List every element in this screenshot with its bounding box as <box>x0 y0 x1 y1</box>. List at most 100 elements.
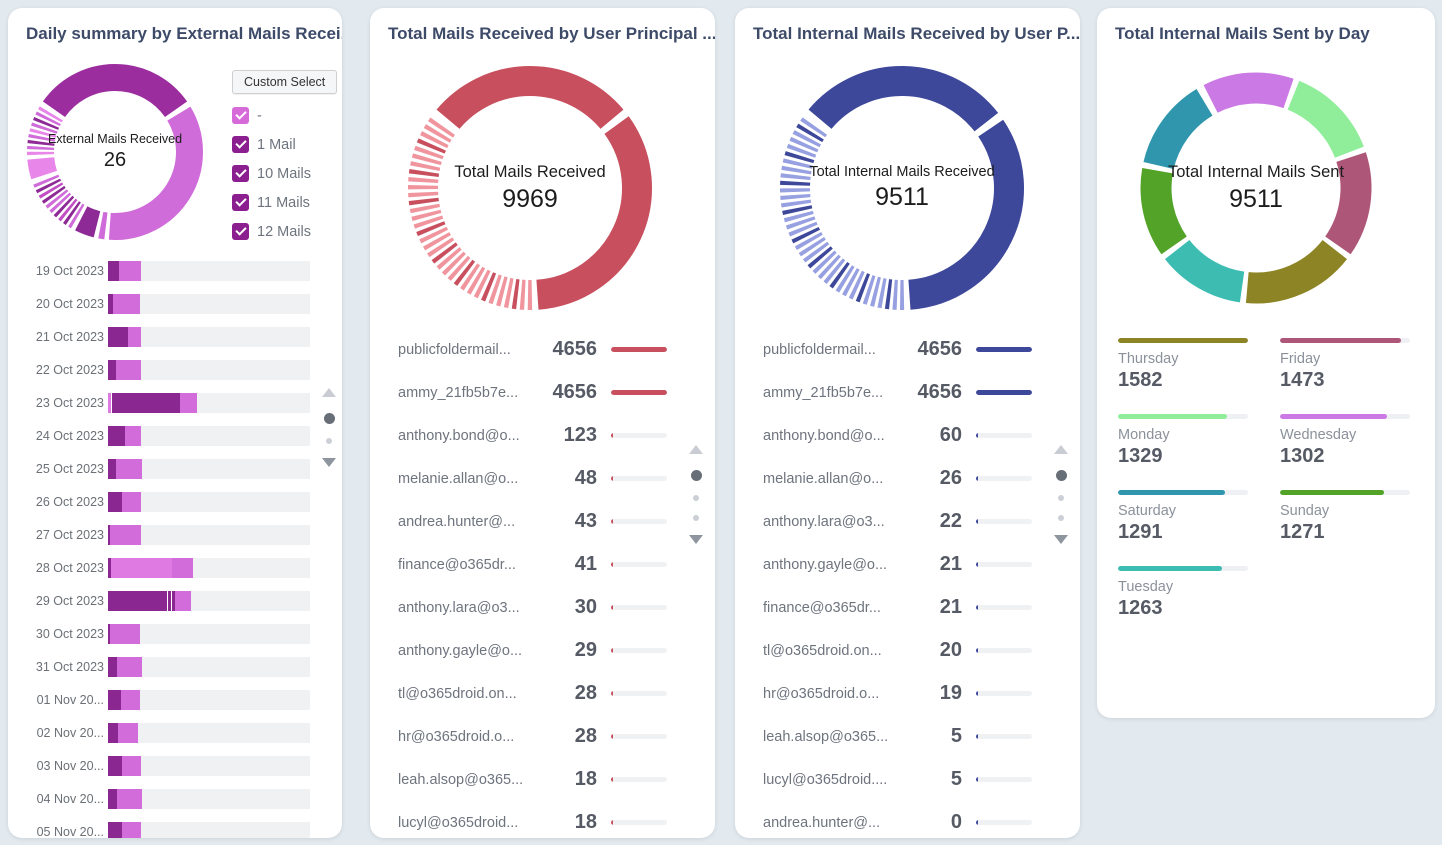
donut-segment[interactable] <box>419 226 449 244</box>
donut-segment[interactable] <box>802 241 830 263</box>
bar-segment[interactable] <box>108 360 117 380</box>
bar-segment[interactable] <box>167 591 171 611</box>
donut-segment[interactable] <box>823 258 846 284</box>
bar-segment[interactable] <box>108 558 112 578</box>
donut-segment[interactable] <box>789 136 819 153</box>
daily-bar-row[interactable]: 27 Oct 2023 <box>18 525 310 545</box>
donut-segment[interactable] <box>782 205 813 215</box>
checkbox-checked-icon[interactable] <box>232 136 249 153</box>
donut-segment[interactable] <box>31 122 58 134</box>
donut-segment[interactable] <box>812 250 837 274</box>
daily-bar-row[interactable]: 03 Nov 20... <box>18 756 310 776</box>
donut-segment[interactable] <box>788 221 818 237</box>
custom-select-option[interactable]: 12 Mails <box>232 223 332 240</box>
daily-bar-row[interactable]: 24 Oct 2023 <box>18 426 310 446</box>
donut-segment[interactable] <box>1164 239 1245 303</box>
bar-segment[interactable] <box>174 591 191 611</box>
donut-segment[interactable] <box>908 119 1024 310</box>
donut-segment[interactable] <box>503 277 514 309</box>
checkbox-checked-icon[interactable] <box>232 165 249 182</box>
donut-segment[interactable] <box>41 185 66 204</box>
bar-segment[interactable] <box>111 558 172 578</box>
donut-segment[interactable] <box>441 251 466 276</box>
donut-segment[interactable] <box>408 169 440 178</box>
bar-segment[interactable] <box>170 591 172 611</box>
total-mails-donut-chart[interactable]: Total Mails Received 9969 <box>405 63 655 313</box>
bar-segment[interactable] <box>117 789 143 809</box>
donut-segment[interactable] <box>410 161 441 172</box>
daily-bar-row[interactable]: 25 Oct 2023 <box>18 459 310 479</box>
scroll-page-indicator[interactable] <box>326 438 332 444</box>
donut-segment[interactable] <box>53 195 75 218</box>
donut-segment[interactable] <box>413 215 444 229</box>
legend-item[interactable]: Saturday 1291 <box>1118 490 1266 544</box>
donut-segment[interactable] <box>781 165 812 175</box>
donut-segment[interactable] <box>411 209 442 221</box>
bar-segment[interactable] <box>117 657 143 677</box>
scroll-down-button[interactable] <box>1054 535 1068 544</box>
donut-segment[interactable] <box>800 117 828 138</box>
scroll-up-button[interactable] <box>689 445 703 454</box>
donut-segment[interactable] <box>58 198 78 222</box>
donut-segment[interactable] <box>411 153 442 166</box>
donut-segment[interactable] <box>68 203 85 229</box>
donut-segment[interactable] <box>798 236 826 257</box>
user-row[interactable]: tl@o365droid.on... 28 <box>370 672 715 715</box>
daily-bar-row[interactable]: 20 Oct 2023 <box>18 294 310 314</box>
daily-bar-row[interactable]: 26 Oct 2023 <box>18 492 310 512</box>
donut-segment[interactable] <box>829 261 850 289</box>
bar-segment[interactable] <box>108 822 123 838</box>
donut-segment[interactable] <box>63 201 81 225</box>
scroll-page-indicator-current[interactable] <box>1055 470 1067 481</box>
donut-segment[interactable] <box>33 174 60 188</box>
daily-bar-row[interactable]: 02 Nov 20... <box>18 723 310 743</box>
bar-segment[interactable] <box>180 393 197 413</box>
user-row[interactable]: lucyl@o365droid... 18 <box>370 801 715 838</box>
bar-segment[interactable] <box>171 591 175 611</box>
user-row[interactable]: anthony.bond@o... 123 <box>370 414 715 457</box>
legend-item[interactable]: Friday 1473 <box>1280 338 1428 392</box>
donut-segment[interactable] <box>835 265 855 293</box>
user-row[interactable]: anthony.gayle@o... 21 <box>735 543 1080 586</box>
donut-segment[interactable] <box>796 123 824 143</box>
donut-segment[interactable] <box>870 276 881 307</box>
donut-segment[interactable] <box>1143 88 1213 170</box>
scroll-page-indicator[interactable] <box>693 515 699 521</box>
user-row[interactable]: tl@o365droid.on... 20 <box>735 629 1080 672</box>
donut-segment[interactable] <box>481 272 497 302</box>
bar-segment[interactable] <box>111 393 181 413</box>
donut-segment[interactable] <box>38 106 63 123</box>
donut-segment[interactable] <box>447 255 471 281</box>
donut-segment[interactable] <box>877 278 887 309</box>
user-row[interactable]: melanie.allan@o... 26 <box>735 457 1080 500</box>
donut-segment[interactable] <box>783 210 814 223</box>
external-mails-donut-chart[interactable]: External Mails Received 26 <box>25 62 205 242</box>
donut-segment[interactable] <box>1287 80 1364 159</box>
internal-mails-donut-chart[interactable]: Total Internal Mails Received 9511 <box>777 63 1027 313</box>
custom-select-option[interactable]: 1 Mail <box>232 136 332 153</box>
daily-bar-row[interactable]: 22 Oct 2023 <box>18 360 310 380</box>
bar-segment[interactable] <box>121 690 141 710</box>
daily-bar-row[interactable]: 21 Oct 2023 <box>18 327 310 347</box>
custom-select-option[interactable]: - <box>232 107 332 124</box>
donut-segment[interactable] <box>28 133 56 142</box>
user-row[interactable]: leah.alsop@o365... 18 <box>370 758 715 801</box>
bar-segment[interactable] <box>108 789 118 809</box>
donut-segment[interactable] <box>536 116 652 310</box>
donut-segment[interactable] <box>108 106 203 240</box>
user-row[interactable]: melanie.allan@o... 48 <box>370 457 715 500</box>
donut-segment[interactable] <box>794 232 823 251</box>
bar-segment[interactable] <box>108 591 167 611</box>
custom-select-option[interactable]: 10 Mails <box>232 165 332 182</box>
donut-segment[interactable] <box>42 64 188 118</box>
bar-segment[interactable] <box>108 426 126 446</box>
user-row[interactable]: anthony.lara@o3... 22 <box>735 500 1080 543</box>
user-row[interactable]: publicfoldermail... 4656 <box>370 328 715 371</box>
donut-segment[interactable] <box>416 221 446 237</box>
donut-segment[interactable] <box>785 216 816 230</box>
donut-segment[interactable] <box>511 278 520 310</box>
donut-segment[interactable] <box>496 276 508 307</box>
donut-segment[interactable] <box>29 128 57 138</box>
donut-segment[interactable] <box>414 145 444 160</box>
bar-segment[interactable] <box>108 525 111 545</box>
